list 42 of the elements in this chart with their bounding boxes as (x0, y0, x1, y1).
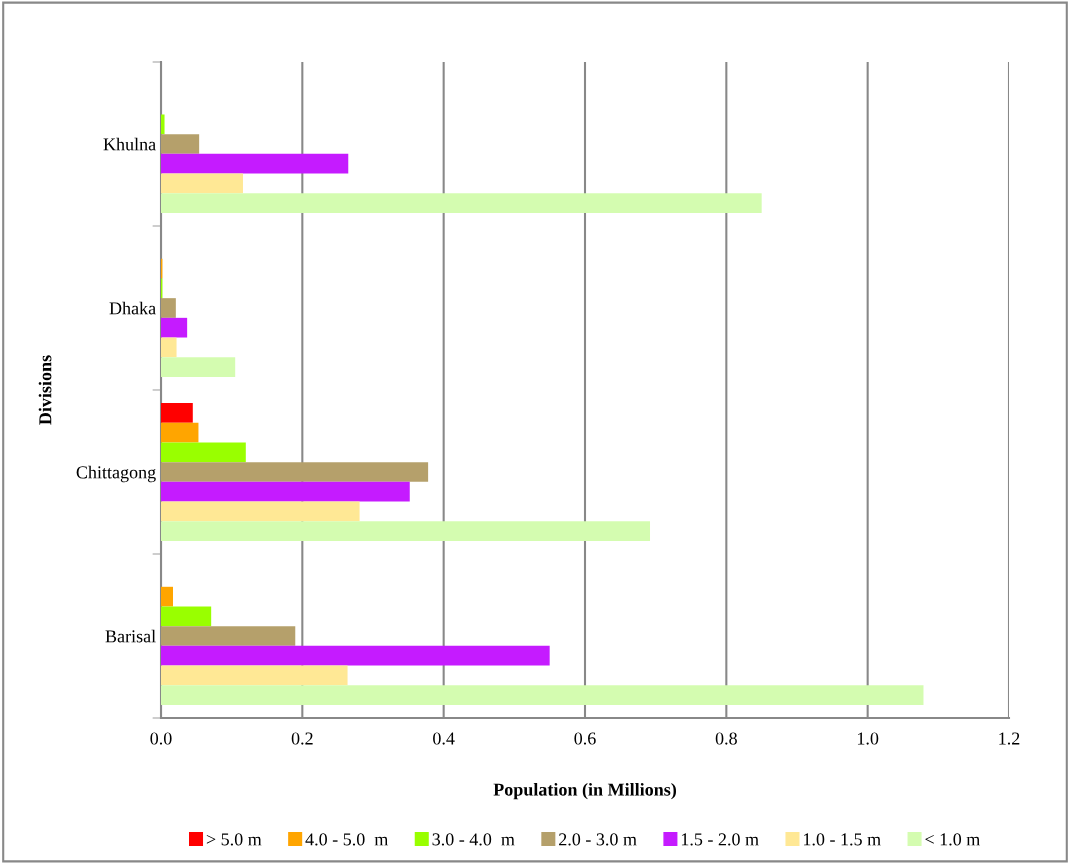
bar (161, 481, 410, 502)
bar (161, 403, 193, 423)
bar (161, 114, 165, 135)
bar (161, 153, 349, 174)
x-tick-label: 0.6 (574, 732, 596, 745)
x-tick-label: 0.0 (150, 732, 172, 745)
y-axis-title: Divisions (38, 355, 52, 425)
legend-label: 3.0 - 4.0 m (432, 833, 515, 846)
x-tick-label: 1.0 (857, 732, 879, 745)
bar (161, 645, 550, 666)
x-tick-label: 0.4 (433, 732, 455, 745)
bar (161, 442, 246, 463)
bar (161, 337, 177, 358)
bar (161, 501, 360, 522)
bar (161, 521, 651, 541)
x-tick-label: 1.2 (999, 732, 1020, 745)
bar (161, 134, 200, 154)
bar (161, 626, 296, 646)
y-tick-label: Dhaka (109, 301, 156, 315)
y-tick-label: Barisal (105, 629, 156, 643)
bar (161, 357, 236, 377)
bar (161, 606, 212, 627)
x-tick-label: 0.8 (715, 732, 737, 745)
legend-label: 4.0 - 5.0 m (305, 833, 389, 846)
legend-label: 1.0 - 1.5 m (804, 833, 881, 846)
bar (161, 298, 176, 318)
x-tick-label: 0.2 (291, 732, 313, 745)
legend-label: > 5.0 m (206, 833, 262, 846)
bar (161, 586, 174, 607)
legend-label: < 1.0 m (925, 833, 981, 846)
bar (161, 685, 924, 705)
bar (161, 317, 188, 338)
bar (161, 193, 762, 213)
bar (161, 462, 429, 482)
x-axis-title: Population (in Millions) (493, 782, 677, 800)
legend-label: 1.5 - 2.0 m (681, 833, 759, 846)
legend-label: 2.0 - 3.0 m (559, 833, 637, 846)
bar (161, 173, 243, 194)
bar (161, 665, 348, 686)
bar (161, 422, 199, 443)
y-tick-label: Chittagong (76, 465, 156, 483)
y-tick-label: Khulna (103, 137, 156, 151)
